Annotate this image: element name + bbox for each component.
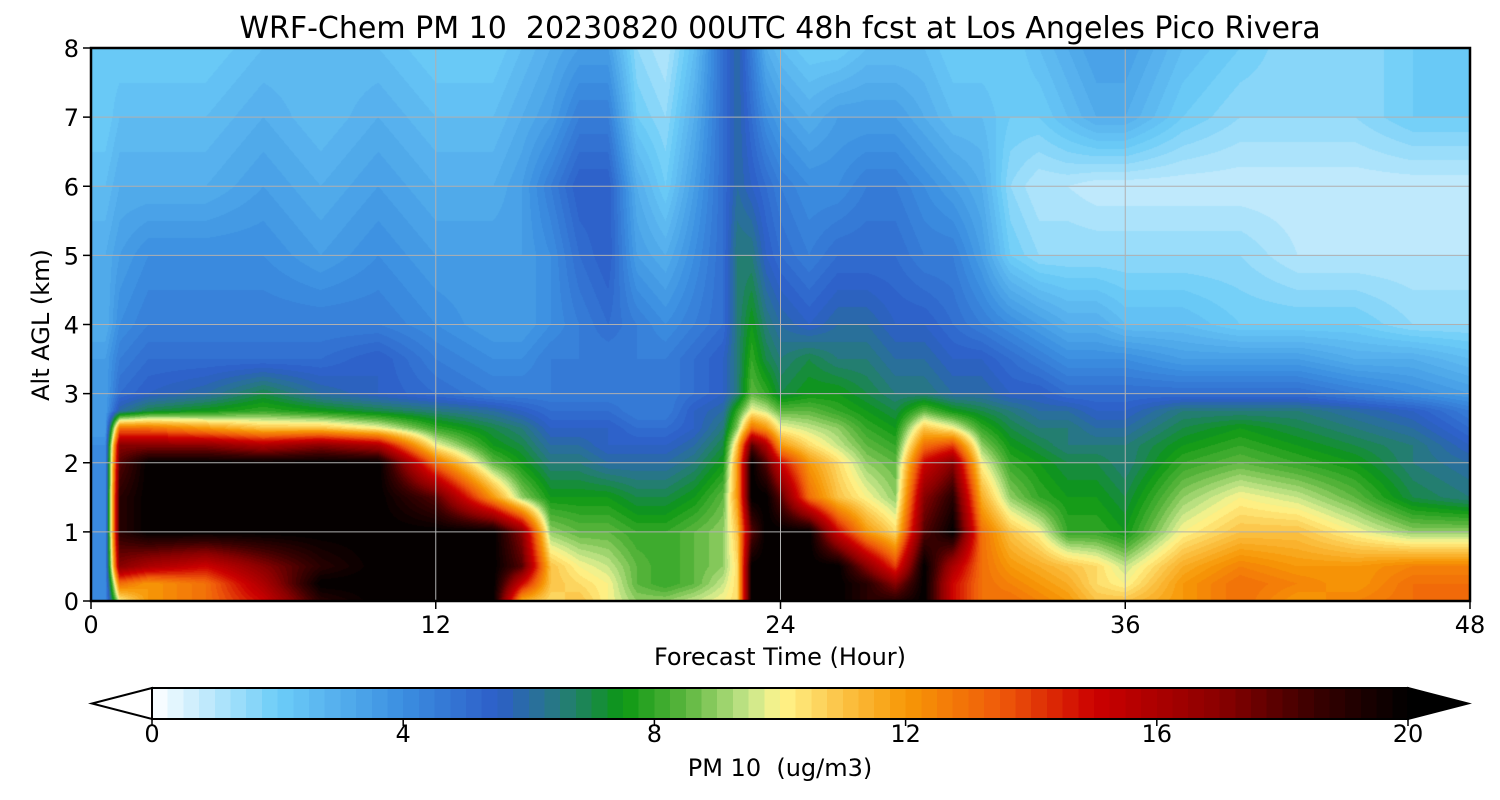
y-tick-label: 6 — [64, 173, 79, 201]
colorbar-tick-label: 12 — [890, 720, 921, 748]
x-tick-label: 0 — [83, 611, 98, 639]
y-axis: 0 1 2 3 4 5 6 7 8 — [64, 35, 91, 616]
y-tick-label: 7 — [64, 104, 79, 132]
plot-area — [89, 46, 1472, 603]
grid-lines — [91, 48, 1470, 601]
colorbar-tick-label: 0 — [144, 720, 159, 748]
y-tick-label: 4 — [64, 312, 79, 340]
colorbar-frame — [151, 687, 1409, 720]
colorbar-tick-label: 20 — [1393, 720, 1424, 748]
y-tick-label: 0 — [64, 588, 79, 616]
x-tick-label: 48 — [1455, 611, 1486, 639]
x-tick-label: 12 — [420, 611, 451, 639]
y-tick-label: 1 — [64, 519, 79, 547]
y-tick-label: 5 — [64, 242, 79, 270]
x-axis: 0 12 24 36 48 — [83, 601, 1485, 639]
colorbar-min-extend — [88, 686, 153, 721]
colorbar-tick-label: 16 — [1142, 720, 1173, 748]
chart-title: WRF-Chem PM 10 20230820 00UTC 48h fcst a… — [239, 11, 1320, 46]
y-tick-label: 8 — [64, 35, 79, 63]
y-axis-label: Alt AGL (km) — [27, 249, 55, 401]
colorbar-tick-label: 4 — [396, 720, 411, 748]
x-axis-label: Forecast Time (Hour) — [654, 643, 906, 671]
x-tick-label: 24 — [765, 611, 796, 639]
colorbar-ticks: 0 4 8 12 16 20 — [144, 719, 1423, 748]
y-tick-label: 2 — [64, 450, 79, 478]
y-tick-label: 3 — [64, 381, 79, 409]
x-tick-label: 36 — [1110, 611, 1141, 639]
colorbar-label: PM 10 (ug/m3) — [688, 754, 873, 782]
colorbar-scale — [152, 688, 1408, 719]
colorbar-max-extend — [1407, 686, 1472, 721]
colorbar: 0 4 8 12 16 20 PM 10 (ug/m3) — [88, 686, 1472, 782]
colorbar-tick-label: 8 — [647, 720, 662, 748]
